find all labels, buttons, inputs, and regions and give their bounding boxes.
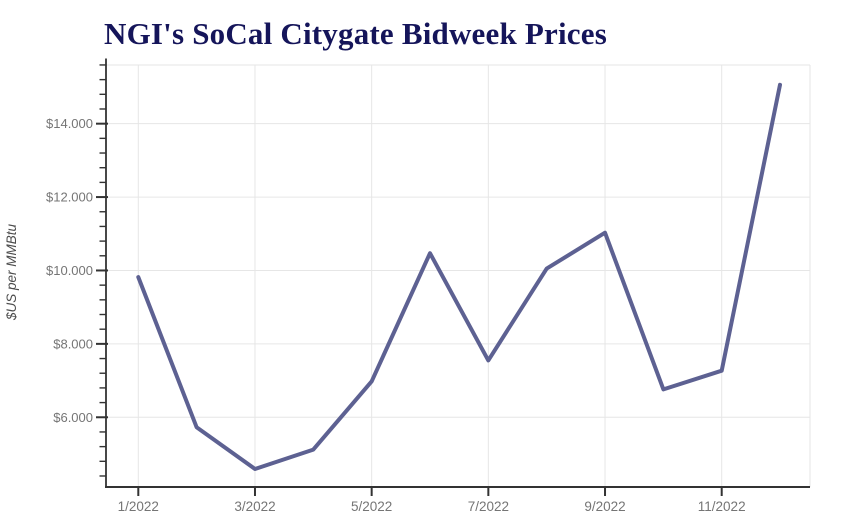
- y-axis-title: $US per MMBtu: [4, 223, 19, 321]
- y-tick-label: $8.000: [53, 336, 93, 351]
- y-tick-label: $10.000: [46, 263, 93, 278]
- y-tick-label: $12.000: [46, 190, 93, 205]
- x-tick-label: 9/2022: [584, 499, 625, 514]
- y-tick-label: $14.000: [46, 116, 93, 131]
- x-tick-label: 5/2022: [351, 499, 392, 514]
- x-tick-label: 3/2022: [234, 499, 275, 514]
- price-series-line: [136, 82, 782, 471]
- x-tick-label: 1/2022: [118, 499, 159, 514]
- y-tick-label: $6.000: [53, 410, 93, 425]
- chart-title: NGI's SoCal Citygate Bidweek Prices: [104, 16, 607, 51]
- x-tick-label: 7/2022: [468, 499, 509, 514]
- x-tick-label: 11/2022: [698, 499, 746, 514]
